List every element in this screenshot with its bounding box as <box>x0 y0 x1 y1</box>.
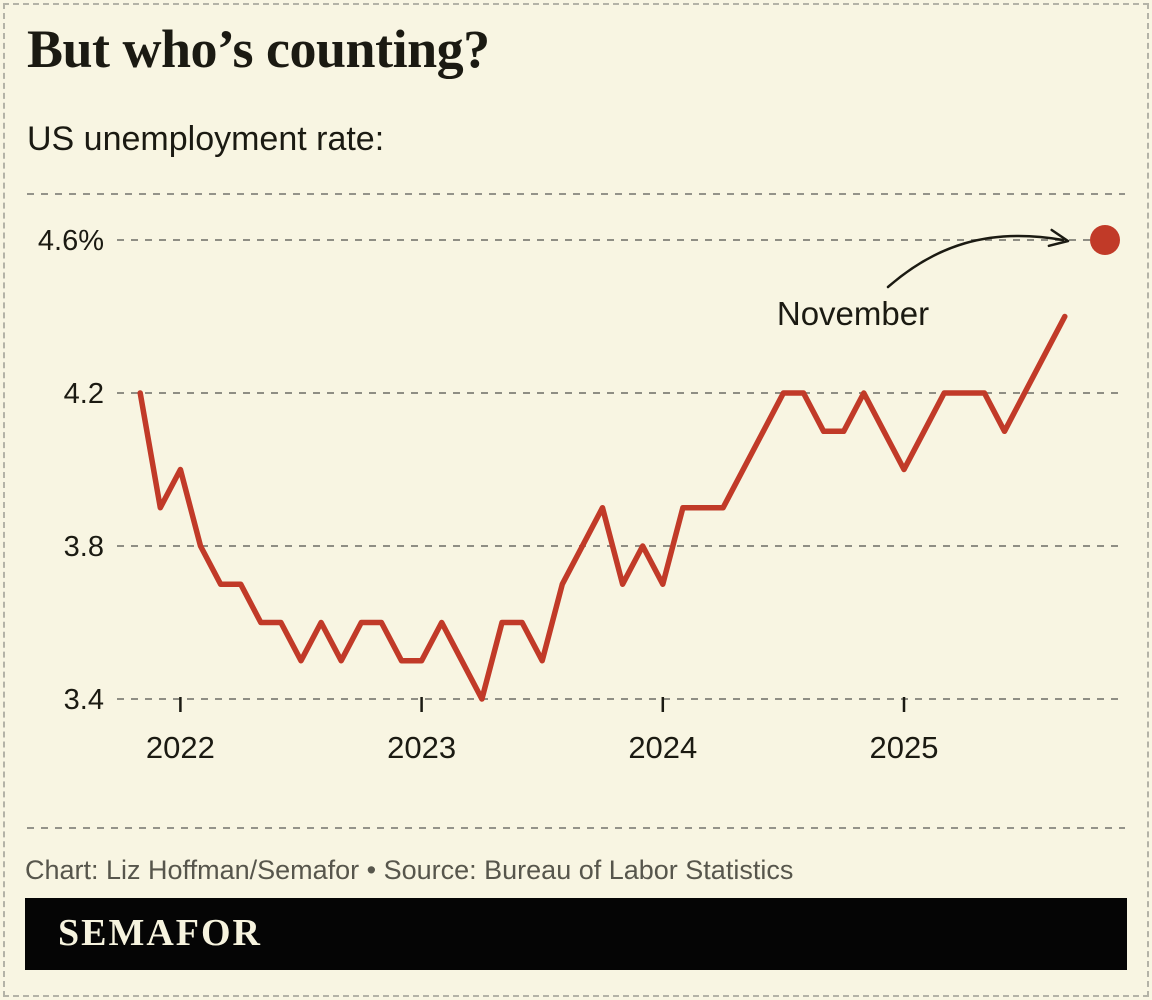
y-axis-label: 4.6% <box>38 225 104 257</box>
semafor-logo-bar: SEMAFOR <box>25 898 1127 970</box>
x-axis-label: 2024 <box>628 730 697 765</box>
y-axis-label: 3.8 <box>64 531 104 563</box>
annotation-arrowhead <box>1047 228 1070 248</box>
chart-subtitle: US unemployment rate: <box>27 120 385 158</box>
chart-credit: Chart: Liz Hoffman/Semafor • Source: Bur… <box>25 855 794 885</box>
x-axis-label: 2022 <box>146 730 215 765</box>
semafor-logo: SEMAFOR <box>58 912 262 954</box>
november-highlight-dot <box>1090 225 1120 255</box>
chart-title: But who’s counting? <box>27 19 490 79</box>
x-axis-label: 2025 <box>870 730 939 765</box>
x-axis-label: 2023 <box>387 730 456 765</box>
unemployment-rate-line <box>137 313 1068 702</box>
annotation-label: November <box>777 295 929 332</box>
annotation-arrow <box>886 234 1065 289</box>
y-axis-label: 3.4 <box>64 684 104 716</box>
y-axis-label: 4.2 <box>64 378 104 410</box>
